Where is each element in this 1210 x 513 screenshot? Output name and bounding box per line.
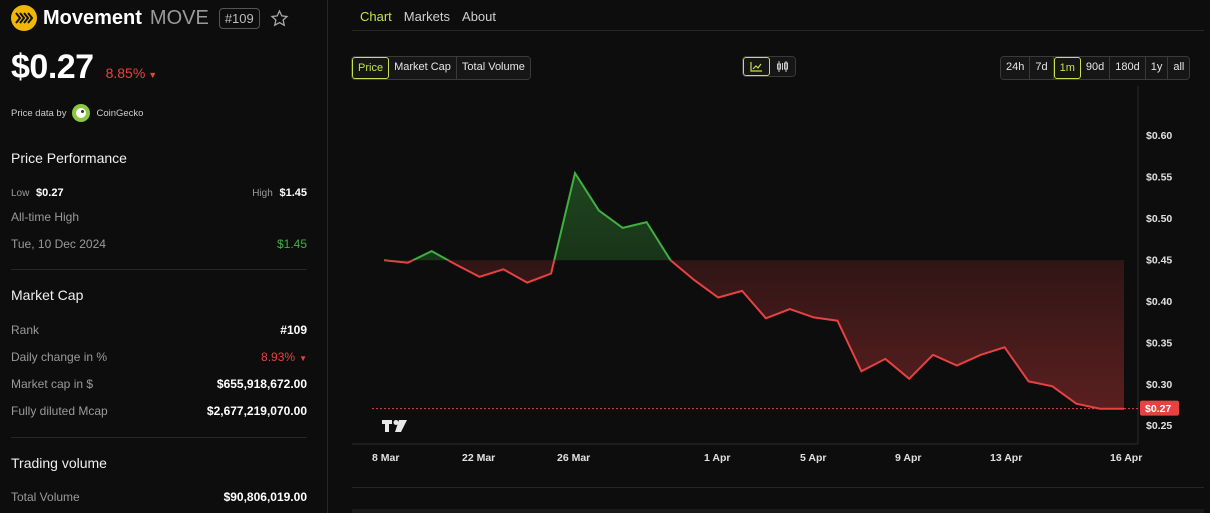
market-cap-value: $655,918,672.00 [216,377,307,391]
tab-about[interactable]: About [462,8,497,24]
x-tick-label: 9 Apr [895,452,921,464]
low-high-row: Low $0.27 High $1.45 [11,185,307,199]
tab-markets[interactable]: Markets [403,8,451,24]
market-cap-label: Market cap in $ [11,377,94,391]
movement-logo-icon [11,5,37,31]
tabs-divider [352,30,1204,31]
fdv-value: $2,677,219,070.00 [206,404,307,418]
main-tabs: Chart Markets About [360,0,496,30]
range-24h-button[interactable]: 24h [1001,57,1031,79]
range-90d-button[interactable]: 90d [1080,57,1111,79]
coin-name: Movement [43,6,142,29]
y-tick-label: $0.60 [1146,130,1172,142]
coin-symbol: MOVE [149,6,209,29]
current-price: $0.27 [11,48,94,86]
divider [11,437,307,438]
total-volume-metric-button[interactable]: Total Volume [456,57,530,79]
y-tick-label: $0.25 [1146,420,1172,432]
rank-value: #109 [280,323,307,337]
ath-date: Tue, 10 Dec 2024 [11,237,106,251]
current-price-label: $0.27 [1145,403,1171,415]
price-change: 8.85% ▼ [106,65,158,81]
high-label: High [252,188,273,199]
market-cap-metric-button[interactable]: Market Cap [389,57,457,79]
line-chart-icon[interactable] [743,57,770,76]
price-row: $0.27 8.85% ▼ [11,48,157,87]
range-all-button[interactable]: all [1168,57,1190,79]
trading-volume-title: Trading volume [11,455,107,471]
star-outline-icon[interactable] [270,8,289,28]
market-cap-row: Fully diluted Mcap $2,677,219,070.00 [11,404,307,418]
market-cap-row: Rank #109 [11,323,307,337]
chart-type-selector [742,56,796,77]
x-tick-label: 5 Apr [800,452,826,464]
daily-change-label: Daily change in % [11,350,108,364]
x-tick-label: 8 Mar [372,452,399,464]
range-selector: 24h 7d 1m 90d 180d 1y all [1000,56,1191,80]
chart-bottom-divider [352,487,1204,488]
x-tick-label: 22 Mar [462,452,495,464]
y-tick-label: $0.40 [1146,296,1172,308]
price-chart[interactable]: $0.60 $0.55 $0.50 $0.45 $0.40 $0.35 $0.30 $0.25… [352,86,1204,486]
chart-area-up [384,173,671,261]
provider-label: Price data by [11,107,67,119]
y-tick-label: $0.30 [1146,379,1172,391]
current-price-badge [1140,400,1179,416]
price-chart-svg[interactable]: $0.60 $0.55 $0.50 $0.45 $0.40 $0.35 $0.30 $0.25… [352,86,1204,486]
y-tick-label: $0.35 [1146,337,1172,349]
rank-label: Rank [11,323,40,337]
daily-change-value: 8.93% ▼ [261,350,307,364]
down-arrow-icon: ▼ [148,70,158,80]
range-7d-button[interactable]: 7d [1030,57,1054,79]
market-cap-row: Daily change in % 8.93% ▼ [11,350,307,364]
x-tick-label: 1 Apr [704,452,730,464]
range-1m-button[interactable]: 1m [1053,57,1081,79]
ath-row: Tue, 10 Dec 2024 $1.45 [11,237,307,251]
price-line-down [383,260,1124,410]
x-tick-label: 13 Apr [990,452,1022,464]
price-provider: Price data by CoinGecko [11,104,143,122]
x-tick-label: 16 Apr [1110,452,1142,464]
price-change-value: 8.85% [105,65,146,81]
price-performance-title: Price Performance [11,150,127,166]
low-value: $0.27 [36,187,64,199]
range-180d-button[interactable]: 180d [1110,57,1146,79]
daily-change-number: 8.93% [261,350,296,364]
y-tick-label: $0.50 [1146,213,1172,225]
tab-chart[interactable]: Chart [360,8,392,24]
market-cap-title: Market Cap [11,287,84,303]
coin-info-panel: Movement MOVE #109 $0.27 8.85% ▼ Price da… [0,0,328,513]
candlestick-chart-icon[interactable] [770,57,795,76]
ath-label-row: All-time High [11,210,307,224]
ath-value: $1.45 [276,237,307,251]
total-volume-label: Total Volume [11,490,80,504]
range-1y-button[interactable]: 1y [1145,57,1169,79]
coin-header: Movement MOVE #109 [11,5,289,31]
x-tick-label: 26 Mar [557,452,590,464]
total-volume-value: $90,806,019.00 [223,490,307,504]
coingecko-logo-icon [72,104,91,122]
next-section-edge [352,509,1204,513]
high-value: $1.45 [279,187,307,199]
provider-name[interactable]: CoinGecko [96,107,144,119]
chart-area-down [384,260,1124,409]
market-cap-row: Market cap in $ $655,918,672.00 [11,377,307,391]
ath-label: All-time High [11,210,80,224]
fdv-label: Fully diluted Mcap [11,404,108,418]
low-label: Low [11,188,30,199]
down-arrow-icon: ▼ [299,354,307,363]
metric-selector: Price Market Cap Total Volume [351,56,531,80]
y-tick-label: $0.55 [1146,171,1172,183]
total-volume-row: Total Volume $90,806,019.00 [11,490,307,504]
price-metric-button[interactable]: Price [352,57,390,79]
tradingview-logo-icon [382,420,407,432]
rank-badge: #109 [218,7,260,29]
y-tick-label: $0.45 [1146,254,1172,266]
divider [11,269,307,270]
